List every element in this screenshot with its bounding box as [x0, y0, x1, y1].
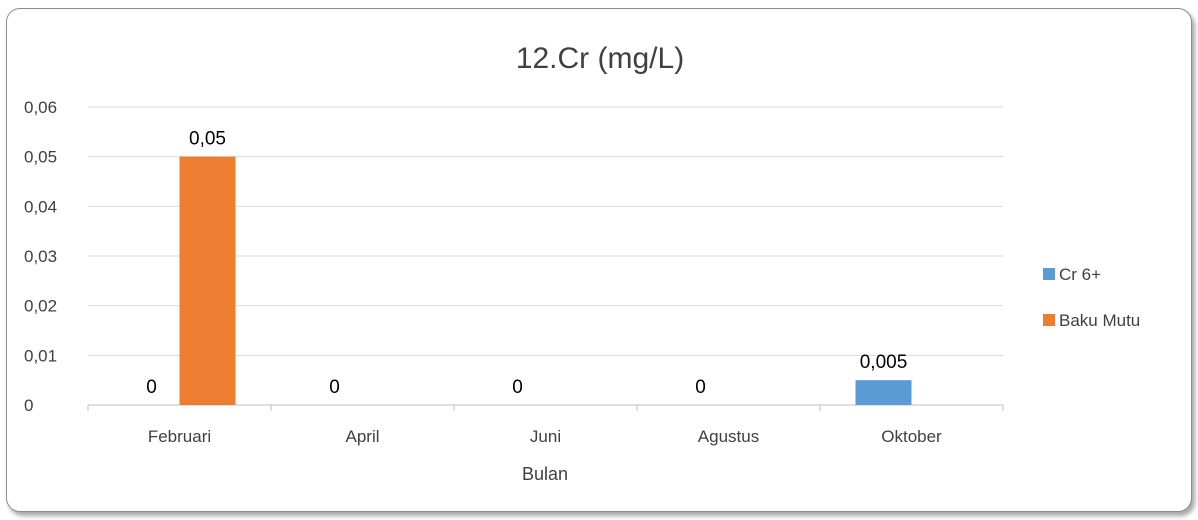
chart-title: 12.Cr (mg/L) — [516, 42, 684, 75]
gridlines — [88, 106, 1003, 356]
legend-label: Cr 6+ — [1059, 265, 1101, 284]
legend-label: Baku Mutu — [1059, 311, 1140, 330]
x-tick-label: Agustus — [698, 427, 759, 446]
y-tick-label: 0,03 — [24, 247, 57, 266]
legend-swatch — [1043, 314, 1055, 326]
data-label: 0,05 — [189, 129, 226, 150]
y-tick-label: 0,06 — [24, 98, 57, 117]
legend-swatch — [1043, 268, 1055, 280]
x-axis-title: Bulan — [522, 464, 568, 484]
bars — [179, 156, 912, 405]
y-tick-label: 0,05 — [24, 148, 57, 167]
bar-baku-mutu — [179, 156, 236, 405]
data-label: 0 — [512, 377, 523, 398]
x-tick-label: Juni — [530, 427, 561, 446]
y-tick-label: 0,02 — [24, 297, 57, 316]
data-labels: 0 0 0 0 0,005 0,05 — [146, 129, 907, 398]
data-label: 0 — [146, 377, 157, 398]
data-label: 0 — [695, 377, 706, 398]
x-tick-label: April — [345, 427, 379, 446]
y-axis-ticks: 0 0,01 0,02 0,03 0,04 0,05 0,06 — [24, 98, 57, 415]
x-tick-label: Oktober — [881, 427, 942, 446]
y-tick-label: 0,01 — [24, 346, 57, 365]
data-label: 0 — [329, 377, 340, 398]
y-tick-label: 0,04 — [24, 197, 57, 216]
bar-cr-6- — [855, 380, 912, 405]
x-tick-label: Februari — [148, 427, 211, 446]
x-axis: Februari April Juni Agustus Oktober — [87, 404, 1004, 446]
legend: Cr 6+ Baku Mutu — [1043, 265, 1140, 330]
y-tick-label: 0 — [24, 396, 33, 415]
data-label: 0,005 — [860, 352, 908, 373]
